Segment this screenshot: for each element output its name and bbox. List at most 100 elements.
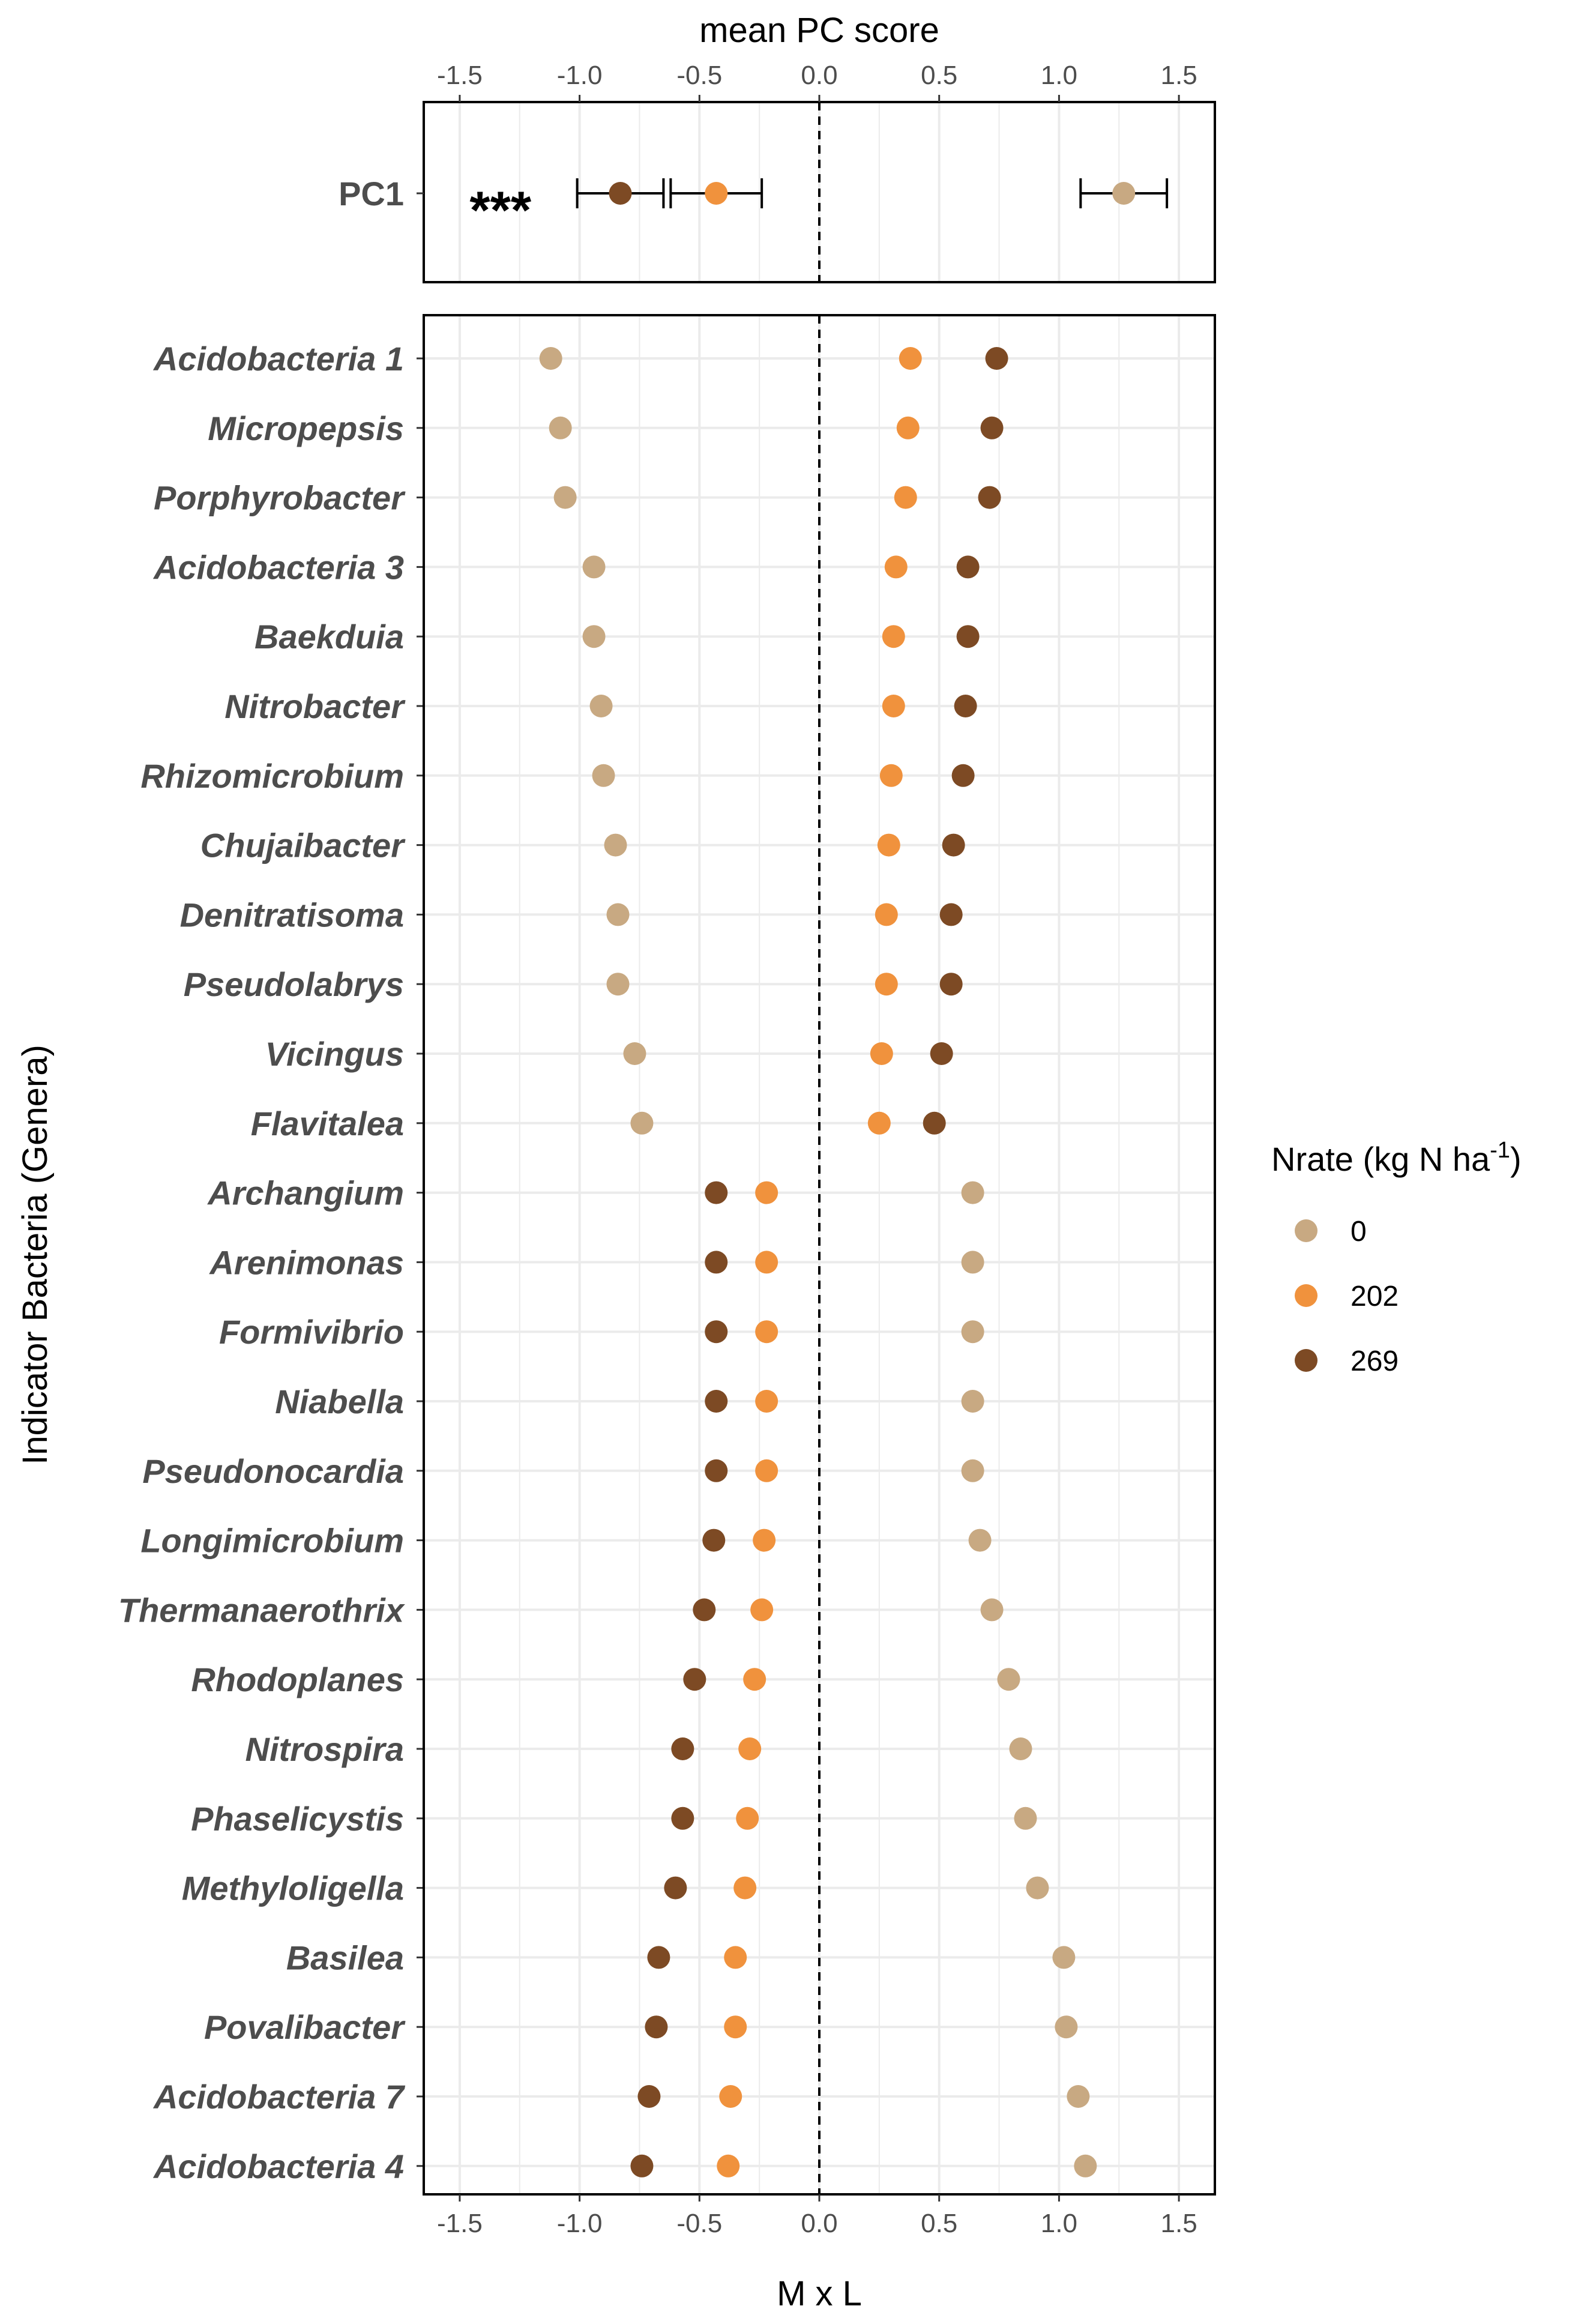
point-flavitalea-nrate-202 — [867, 1111, 891, 1135]
point-acidobacteria-1-nrate-269 — [985, 347, 1008, 370]
pc-mean-point-202 — [705, 182, 728, 205]
point-acidobacteria-3-nrate-0 — [582, 555, 606, 579]
genus-label-phaselicystis: Phaselicystis — [191, 1800, 404, 1838]
genus-label-pseudolabrys: Pseudolabrys — [184, 965, 404, 1003]
point-povalibacter-nrate-202 — [724, 2015, 747, 2039]
top-axis-tick-label: 1.5 — [1161, 61, 1197, 90]
legend-swatch-202 — [1295, 1284, 1318, 1307]
point-pseudolabrys-nrate-202 — [875, 973, 898, 996]
point-baekduia-nrate-0 — [582, 625, 606, 648]
point-pseudolabrys-nrate-269 — [939, 973, 963, 996]
point-acidobacteria-3-nrate-202 — [884, 555, 908, 579]
top-axis-tick-label: 1.0 — [1041, 61, 1077, 90]
genus-label-acidobacteria-3: Acidobacteria 3 — [152, 548, 404, 586]
genus-label-denitratisoma: Denitratisoma — [180, 896, 404, 934]
point-methyloligella-nrate-0 — [1026, 1876, 1049, 1900]
point-acidobacteria-3-nrate-269 — [956, 555, 980, 579]
pc-mean-point-269 — [609, 182, 632, 205]
point-acidobacteria-7-nrate-269 — [637, 2085, 661, 2108]
point-arenimonas-nrate-202 — [755, 1251, 778, 1274]
point-vicingus-nrate-0 — [623, 1042, 646, 1065]
point-longimicrobium-nrate-0 — [968, 1529, 992, 1552]
genus-label-niabella: Niabella — [275, 1383, 404, 1420]
point-niabella-nrate-269 — [705, 1390, 728, 1413]
top-axis-tick-label: -0.5 — [676, 61, 722, 90]
top-axis-title: mean PC score — [699, 11, 939, 50]
genus-label-acidobacteria-7: Acidobacteria 7 — [152, 2078, 406, 2116]
point-porphyrobacter-nrate-202 — [894, 486, 917, 509]
point-basilea-nrate-269 — [647, 1946, 670, 1969]
bottom-axis-tick-label: -0.5 — [676, 2209, 722, 2238]
genera-panel: Acidobacteria 1 Micropepsis Porphyrobacter… — [118, 314, 1216, 2238]
point-porphyrobacter-nrate-269 — [978, 486, 1001, 509]
point-pseudonocardia-nrate-0 — [961, 1459, 984, 1482]
top-axis-tick-label: -1.5 — [437, 61, 483, 90]
point-basilea-nrate-0 — [1052, 1946, 1076, 1969]
bottom-axis-tick-label: 1.0 — [1041, 2209, 1077, 2238]
point-longimicrobium-nrate-269 — [702, 1529, 726, 1552]
point-flavitalea-nrate-269 — [923, 1111, 946, 1135]
point-chujaibacter-nrate-202 — [877, 833, 900, 857]
point-rhizomicrobium-nrate-269 — [951, 764, 975, 787]
genus-label-basilea: Basilea — [286, 1939, 404, 1976]
genus-label-vicingus: Vicingus — [265, 1035, 404, 1073]
point-chujaibacter-nrate-269 — [942, 833, 965, 857]
genus-label-pseudonocardia: Pseudonocardia — [142, 1452, 404, 1490]
point-archangium-nrate-0 — [961, 1181, 984, 1204]
point-nitrospira-nrate-202 — [738, 1737, 762, 1760]
genus-label-arenimonas: Arenimonas — [208, 1243, 404, 1281]
legend-label-269: 269 — [1351, 1345, 1399, 1377]
point-longimicrobium-nrate-202 — [753, 1529, 776, 1552]
point-denitratisoma-nrate-269 — [939, 903, 963, 926]
axis-titles: mean PC score M x L Indicator Bacteria (Ge… — [16, 11, 939, 2313]
top-axis-tick-label: 0.0 — [801, 61, 837, 90]
bottom-axis-tick-label: -1.5 — [437, 2209, 483, 2238]
legend-label-202: 202 — [1351, 1281, 1399, 1312]
bottom-axis-title: M x L — [777, 2274, 862, 2313]
point-phaselicystis-nrate-269 — [671, 1806, 694, 1830]
point-micropepsis-nrate-269 — [980, 416, 1004, 439]
point-thermanaerothrix-nrate-0 — [980, 1598, 1004, 1622]
legend: Nrate (kg N ha-1) 0 202 269 — [1271, 1138, 1522, 1377]
bottom-axis-tick-label: 0.0 — [801, 2209, 837, 2238]
point-thermanaerothrix-nrate-269 — [693, 1598, 716, 1622]
genus-label-micropepsis: Micropepsis — [208, 409, 404, 447]
point-baekduia-nrate-202 — [882, 625, 905, 648]
genus-label-porphyrobacter: Porphyrobacter — [154, 479, 406, 517]
genus-label-methyloligella: Methyloligella — [182, 1870, 404, 1907]
point-methyloligella-nrate-269 — [664, 1876, 687, 1900]
point-niabella-nrate-202 — [755, 1390, 778, 1413]
point-chujaibacter-nrate-0 — [604, 833, 627, 857]
point-povalibacter-nrate-269 — [645, 2015, 668, 2039]
point-acidobacteria-4-nrate-202 — [717, 2154, 740, 2178]
point-nitrospira-nrate-269 — [671, 1737, 694, 1760]
point-vicingus-nrate-202 — [870, 1042, 893, 1065]
genus-label-formivibrio: Formivibrio — [219, 1313, 404, 1351]
legend-swatch-269 — [1295, 1349, 1318, 1372]
point-nitrobacter-nrate-0 — [589, 695, 613, 717]
genus-label-nitrospira: Nitrospira — [245, 1730, 405, 1768]
significance-label: *** — [469, 180, 531, 240]
genus-label-chujaibacter: Chujaibacter — [200, 827, 406, 865]
point-denitratisoma-nrate-0 — [606, 903, 630, 926]
point-acidobacteria-4-nrate-269 — [630, 2154, 654, 2178]
point-phaselicystis-nrate-202 — [736, 1806, 759, 1830]
genus-label-nitrobacter: Nitrobacter — [224, 687, 406, 725]
genus-label-flavitalea: Flavitalea — [251, 1105, 404, 1142]
point-formivibrio-nrate-269 — [705, 1320, 728, 1344]
point-vicingus-nrate-269 — [930, 1042, 953, 1065]
pc-row-label: PC1 — [339, 175, 404, 213]
point-nitrobacter-nrate-202 — [882, 695, 905, 717]
point-acidobacteria-1-nrate-0 — [539, 347, 562, 370]
genus-label-baekduia: Baekduia — [254, 618, 404, 656]
legend-title: Nrate (kg N ha-1) — [1271, 1138, 1522, 1178]
pc-mean-point-0 — [1112, 182, 1136, 205]
point-porphyrobacter-nrate-0 — [553, 486, 577, 509]
point-baekduia-nrate-269 — [956, 625, 980, 648]
genus-label-rhizomicrobium: Rhizomicrobium — [140, 757, 404, 795]
bottom-axis-tick-label: 0.5 — [921, 2209, 957, 2238]
point-acidobacteria-7-nrate-202 — [719, 2085, 742, 2108]
point-basilea-nrate-202 — [724, 1946, 747, 1969]
genus-label-archangium: Archangium — [206, 1174, 404, 1212]
